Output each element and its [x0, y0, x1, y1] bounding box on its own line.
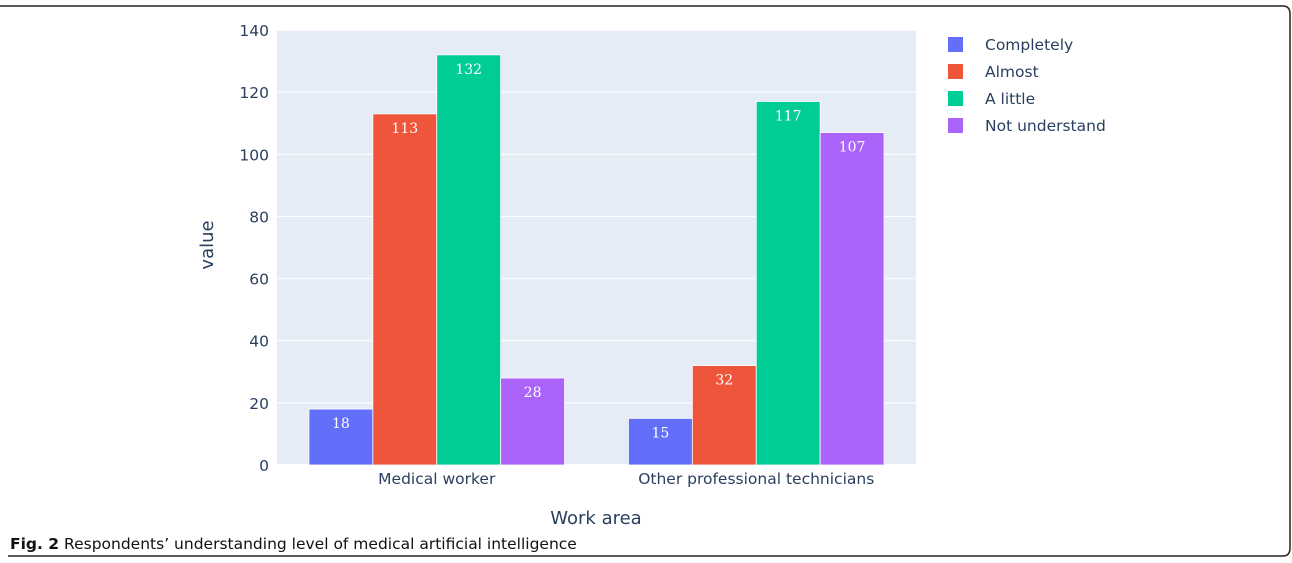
y-tick-label: 40 — [249, 333, 269, 351]
y-tick-labels: 0 20 40 60 80 100 120 140 — [239, 22, 269, 475]
legend-label: A little — [985, 90, 1035, 108]
legend-swatch — [948, 64, 963, 79]
bar-value-label: 18 — [332, 416, 350, 432]
bar-value-label: 117 — [775, 108, 802, 124]
y-tick-label: 60 — [249, 271, 269, 289]
y-axis-title: value — [197, 220, 218, 269]
legend-label: Almost — [985, 63, 1039, 81]
y-tick-label: 20 — [249, 395, 269, 413]
bar-not-understand — [819, 132, 885, 466]
bar-almost — [372, 113, 438, 466]
bar-value-label: 107 — [839, 140, 866, 156]
legend: Completely Almost A little Not understand — [948, 36, 1106, 135]
x-tick-label: Medical worker — [378, 470, 496, 488]
bar-a-little — [755, 101, 821, 466]
figure-caption: Fig. 2 Respondents’ understanding level … — [10, 535, 577, 553]
bar-value-label: 15 — [651, 425, 669, 441]
bar-a-little — [436, 54, 502, 466]
bar-completely — [628, 417, 693, 466]
x-axis-title: Work area — [550, 508, 641, 529]
y-tick-label: 100 — [239, 146, 269, 164]
bar-not-understand — [500, 377, 565, 466]
figure-border — [0, 5, 1291, 557]
bar-almost — [691, 365, 757, 466]
legend-label: Not understand — [985, 117, 1106, 135]
x-tick-label: Other professional technicians — [638, 470, 874, 488]
legend-label: Completely — [985, 36, 1073, 54]
legend-swatch — [948, 118, 963, 133]
bar-value-label: 32 — [715, 373, 733, 389]
legend-swatch — [948, 91, 963, 106]
bar-completely — [308, 408, 374, 466]
y-tick-label: 120 — [239, 84, 269, 102]
bars — [308, 54, 885, 466]
bar-value-label: 28 — [524, 385, 542, 401]
y-tick-label: 0 — [259, 457, 269, 475]
y-tick-label: 80 — [249, 208, 269, 226]
x-tick-labels: Medical worker Other professional technic… — [378, 470, 874, 488]
caption-text: Respondents’ understanding level of medi… — [64, 535, 577, 553]
bar-labels: 18 113 132 28 15 32 117 107 — [332, 62, 865, 442]
bar-value-label: 132 — [455, 62, 482, 78]
legend-swatch — [948, 37, 963, 52]
y-tick-label: 140 — [239, 22, 269, 40]
bar-value-label: 113 — [391, 121, 418, 137]
caption-label: Fig. 2 — [10, 535, 60, 553]
